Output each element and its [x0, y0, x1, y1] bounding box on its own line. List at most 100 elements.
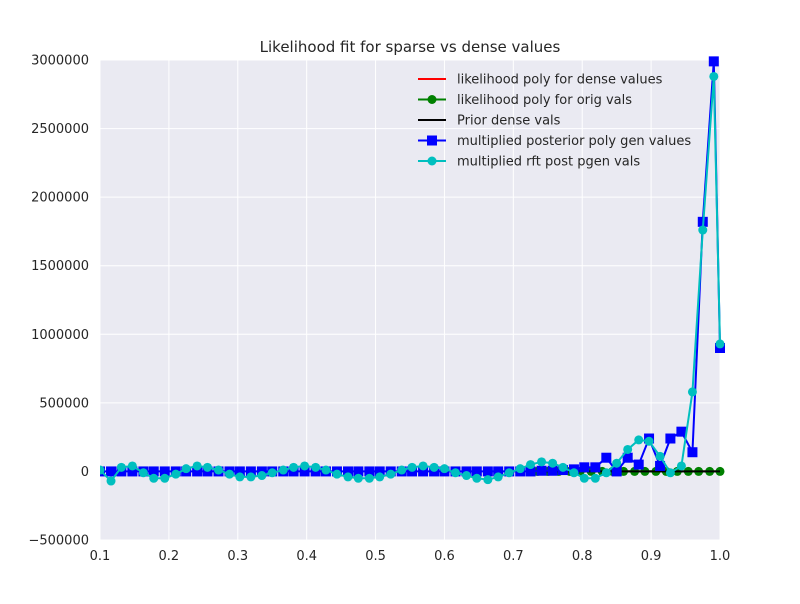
x-tick-label: 0.1 — [90, 549, 111, 564]
data-point — [127, 461, 137, 471]
data-point — [537, 457, 547, 467]
data-point — [715, 339, 725, 349]
data-point — [515, 464, 525, 474]
data-point — [601, 452, 612, 463]
data-point — [644, 436, 654, 446]
legend-label: likelihood poly for orig vals — [457, 93, 632, 108]
data-point — [267, 468, 277, 478]
data-point — [548, 458, 558, 468]
data-point — [353, 473, 363, 483]
data-point — [311, 462, 321, 472]
x-tick-label: 1.0 — [710, 549, 731, 564]
data-point — [483, 475, 493, 485]
data-point — [299, 466, 310, 477]
x-tick-label: 0.4 — [296, 549, 317, 564]
data-point — [289, 462, 299, 472]
data-point — [257, 471, 267, 481]
data-point — [590, 462, 601, 473]
data-point — [461, 471, 471, 481]
y-tick-label: 0 — [81, 465, 89, 480]
x-tick-label: 0.7 — [503, 549, 524, 564]
data-point — [708, 56, 719, 67]
legend-label: multiplied rft post pgen vals — [457, 155, 640, 170]
x-tick-label: 0.3 — [227, 549, 248, 564]
data-point — [536, 465, 547, 476]
data-point — [202, 462, 212, 472]
data-point — [278, 465, 288, 475]
data-point — [471, 466, 482, 477]
data-point — [160, 473, 170, 483]
data-point — [181, 464, 191, 474]
legend-label: likelihood poly for dense values — [457, 73, 663, 88]
data-point — [482, 466, 493, 477]
data-point — [364, 473, 374, 483]
data-point — [634, 435, 644, 445]
legend-item: likelihood poly for orig vals — [418, 93, 632, 108]
data-point — [655, 451, 665, 461]
data-point — [300, 461, 310, 471]
data-point — [245, 466, 256, 477]
data-point — [558, 462, 568, 472]
data-point — [386, 469, 396, 479]
data-point — [612, 458, 622, 468]
data-point — [407, 462, 417, 472]
data-point — [687, 447, 698, 458]
data-point — [353, 466, 364, 477]
data-point — [622, 452, 633, 463]
data-point — [655, 460, 666, 471]
data-point — [343, 472, 353, 482]
data-point — [343, 466, 353, 477]
data-point — [687, 387, 697, 397]
legend-label: multiplied posterior poly gen values — [457, 134, 691, 149]
data-point — [321, 465, 331, 475]
data-point — [246, 472, 256, 482]
data-point — [590, 473, 600, 483]
data-point — [397, 465, 407, 475]
data-point — [234, 466, 245, 477]
legend-marker — [427, 95, 437, 104]
data-point — [364, 466, 375, 477]
legend-item: multiplied posterior poly gen values — [418, 134, 691, 149]
data-point — [547, 465, 558, 476]
data-point — [676, 426, 687, 437]
tick-labels: 0.1 0.2 0.3 0.4 0.5 0.6 0.7 0.8 0.9 1.0 −500000 0 50… — [28, 54, 730, 565]
data-point — [493, 466, 504, 477]
data-point — [665, 433, 676, 444]
data-point — [429, 462, 439, 472]
legend-item: multiplied rft post pgen vals — [418, 155, 640, 170]
y-tick-label: 1000000 — [31, 328, 89, 343]
gridlines — [99, 59, 721, 541]
data-point — [569, 468, 579, 478]
data-point — [332, 469, 342, 479]
data-point — [148, 466, 159, 477]
data-point — [171, 469, 181, 479]
data-point — [106, 466, 117, 477]
x-tick-label: 0.8 — [572, 549, 593, 564]
data-point — [579, 462, 590, 473]
legend: likelihood poly for dense values likeliho… — [418, 73, 691, 170]
data-point — [504, 468, 514, 478]
data-point — [100, 465, 105, 475]
x-tick-label: 0.6 — [434, 549, 455, 564]
x-tick-label: 0.5 — [365, 549, 386, 564]
legend-marker — [427, 135, 437, 146]
data-point — [192, 461, 202, 471]
data-point — [418, 461, 428, 471]
data-point — [116, 462, 126, 472]
data-point — [525, 466, 536, 477]
data-point — [225, 469, 235, 479]
data-point — [623, 444, 633, 454]
data-point — [213, 465, 223, 475]
data-point — [106, 476, 116, 486]
data-point — [579, 473, 589, 483]
data-point — [418, 466, 429, 477]
data-point — [375, 472, 385, 482]
data-point — [633, 459, 644, 470]
legend-item: likelihood poly for dense values — [418, 73, 663, 88]
data-point — [676, 461, 686, 471]
data-point — [611, 466, 622, 477]
legend-marker — [427, 156, 437, 166]
data-point — [709, 71, 719, 81]
data-point — [127, 466, 138, 477]
legend-label: Prior dense vals — [457, 114, 561, 129]
